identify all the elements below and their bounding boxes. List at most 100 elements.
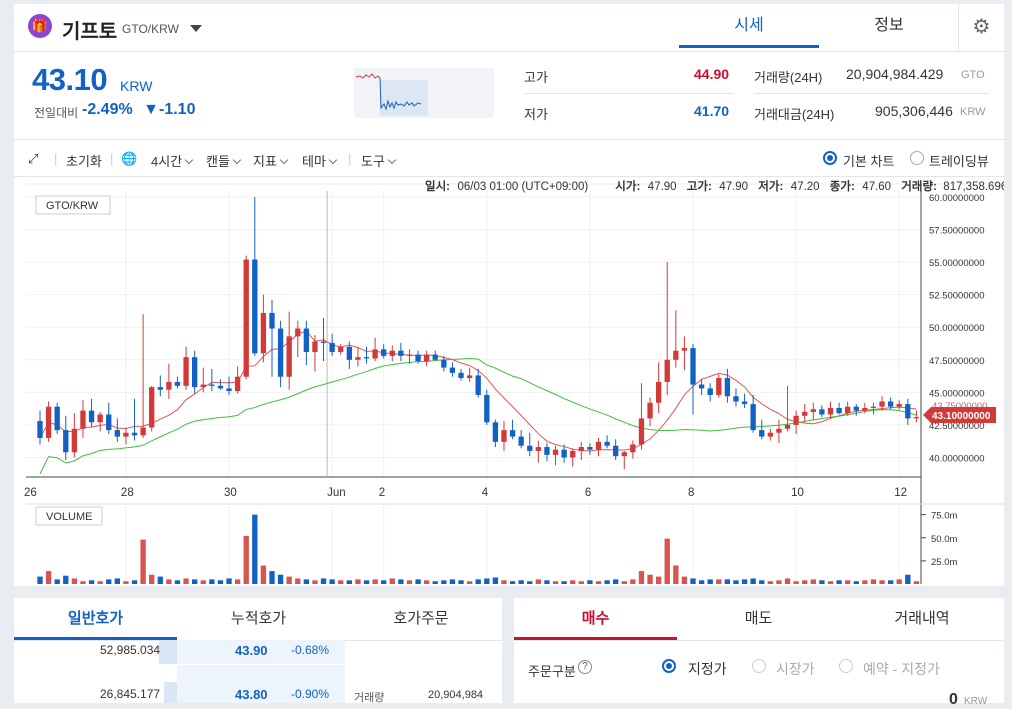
volume-bar [810,579,816,584]
tab-orderbook-order[interactable]: 호가주문 [393,610,449,627]
candle-body [587,447,593,450]
tab-sell[interactable]: 매도 [744,610,773,627]
ohlc-label: 저가: [758,179,783,193]
candle-body [853,406,859,411]
tab-cumulative-orderbook[interactable]: 누적호가 [230,610,287,627]
volume-bar [54,579,60,584]
candle-body [870,406,877,408]
y-tick-label: 45.00000000 [929,388,984,399]
ohlc-value: 47.90 [719,181,748,193]
y-tick-label: 55.00000000 [929,258,984,269]
candle-body [887,401,894,407]
candle-body [518,436,524,446]
low-value: 41.70 [694,103,730,119]
candle-body [389,350,395,356]
candle-body [552,449,559,455]
candle-body [707,388,713,395]
candle-body [767,432,774,437]
interval-dropdown[interactable]: 4시간 [151,151,194,170]
ohlc-value: 47.20 [791,181,820,193]
ma-long-line [39,357,917,475]
volume-bar [595,581,602,584]
coin-pair[interactable]: GTO/KRW [122,22,179,36]
candlestick-chart[interactable]: 60.00000000 57.50000000 55.00000000 52.5000… [14,4,1004,586]
x-tick-label: 26 [24,487,37,499]
candle-body [372,349,378,359]
indicator-dropdown[interactable]: 지표 [253,151,289,170]
separator: | [348,151,352,166]
volume-bar [535,579,542,584]
tab-price[interactable]: 시세 [679,4,819,48]
coin-name[interactable]: 기프토 [62,21,118,43]
chevron-down-icon[interactable] [190,25,202,32]
candle-body [595,441,602,450]
tab-general-orderbook[interactable]: 일반호가 [14,598,177,640]
volume-bar [767,581,774,584]
candle-body [905,404,911,419]
vol-tick-label: 75.0m [931,511,957,522]
x-tick-label: 8 [688,487,694,499]
market-order-radio[interactable] [752,659,766,673]
order-amount: 0 [949,691,958,708]
volume-bar [527,581,533,584]
tools-dropdown[interactable]: 도구 [361,151,397,170]
question-icon[interactable]: ? [578,660,592,674]
gear-icon[interactable]: ⚙ [958,4,1004,52]
reserve-order-label[interactable]: 예약 - 지정가 [863,661,940,677]
volume-bar [716,579,722,584]
tradingview-radio[interactable] [910,151,924,165]
theme-dropdown[interactable]: 테마 [302,151,338,170]
volume-bar [269,571,275,584]
volume-bar [501,580,507,584]
mini-chart-blue-line [379,77,422,111]
orderbook-price[interactable]: 43.90 [235,643,268,658]
volume-bar [724,579,731,584]
ohlc-label: 고가: [687,179,712,193]
candle-body [836,407,842,414]
reserve-order-radio[interactable] [839,659,853,673]
tab-buy[interactable]: 매수 [514,598,677,640]
volume-bar [587,580,593,584]
volume-bar [492,577,499,584]
x-tick-label: 28 [121,487,134,499]
volume-bar [647,574,653,584]
candle-body [793,415,799,425]
candle-dropdown[interactable]: 캔들 [206,151,242,170]
candle-body [613,445,619,457]
ohlc-value: 47.90 [648,181,677,193]
candle-body [655,381,662,403]
change-pct: -2.49% [82,101,133,118]
market-order-label[interactable]: 시장가 [776,661,815,677]
candle-body [286,336,292,377]
globe-icon[interactable]: 🌐 [121,151,138,166]
basic-chart-label[interactable]: 기본 차트 [843,154,895,169]
orderbook-bar [159,640,177,664]
volume-bar [295,578,301,584]
orderbook-price[interactable]: 43.80 [235,687,268,702]
divider [754,93,989,94]
tab-info[interactable]: 정보 [874,17,904,34]
amount-24h-label: 거래대금(24H) [754,107,835,122]
limit-order-radio[interactable] [662,659,676,673]
tradingview-label[interactable]: 트레이딩뷰 [929,154,989,169]
tab-trade-history[interactable]: 거래내역 [894,610,950,627]
y-tick-label: 40.00000000 [929,453,984,464]
candle-body [750,404,756,431]
volume-bar [707,579,713,584]
reset-button[interactable]: 초기화 [66,154,102,169]
volume-bar [415,579,421,584]
candle-body [123,432,129,437]
x-tick-label: 2 [379,487,385,499]
volume-bar [853,581,859,584]
volume-bar [209,579,215,584]
volume-bar [252,514,258,584]
coin-header: 🎁 기프토 GTO/KRW 시세 정보 ⚙ [14,4,1004,52]
volume-bar [664,538,670,584]
candle-body [260,312,267,354]
expand-icon[interactable]: ⤢ [28,151,39,166]
candle-body [630,444,636,453]
x-tick-label: 30 [224,487,237,499]
basic-chart-radio[interactable] [823,151,837,165]
limit-order-label[interactable]: 지정가 [688,661,727,677]
volume-bar [698,580,705,584]
